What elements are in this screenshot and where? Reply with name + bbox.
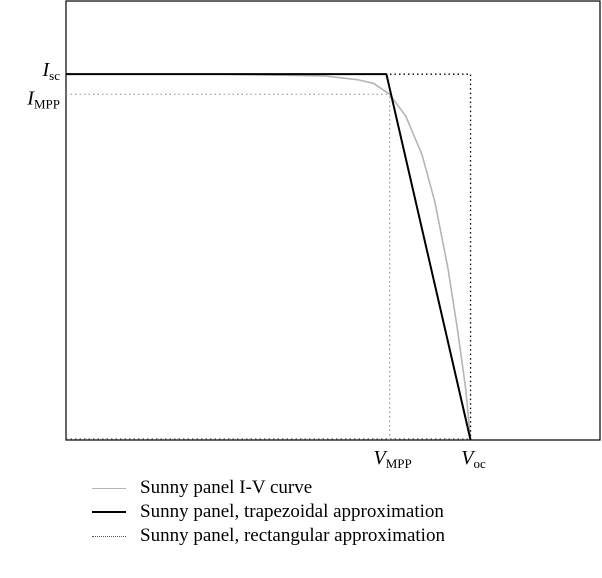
x-tick-label-oc: Voc — [461, 447, 486, 470]
legend-item-trapezoidal: Sunny panel, trapezoidal approximation — [92, 500, 445, 524]
legend: Sunny panel I-V curve Sunny panel, trape… — [92, 476, 445, 548]
plot-frame — [65, 0, 601, 441]
legend-swatch-trapezoidal — [92, 511, 126, 513]
chart: Isc IMPP VMPP Voc — [26, 0, 601, 470]
legend-label-trapezoidal: Sunny panel, trapezoidal approximation — [140, 501, 444, 522]
legend-swatch-rectangular — [92, 535, 126, 537]
legend-item-iv-curve: Sunny panel I-V curve — [92, 476, 445, 500]
y-tick-label-mpp: IMPP — [26, 87, 60, 111]
series-layer — [66, 73, 472, 441]
y-tick-label-sc: Isc — [41, 59, 60, 83]
series-trapezoidal — [66, 73, 472, 441]
series-rectangular — [66, 73, 472, 440]
legend-item-rectangular: Sunny panel, rectangular approximation — [92, 524, 445, 548]
series-iv-curve — [66, 73, 472, 441]
legend-label-rectangular: Sunny panel, rectangular approximation — [140, 525, 445, 546]
x-tick-label-mpp: VMPP — [374, 447, 412, 470]
legend-label-iv-curve: Sunny panel I-V curve — [140, 477, 313, 498]
legend-swatch-iv-curve — [92, 487, 126, 489]
tick-label-layer: Isc IMPP VMPP Voc — [26, 59, 486, 470]
